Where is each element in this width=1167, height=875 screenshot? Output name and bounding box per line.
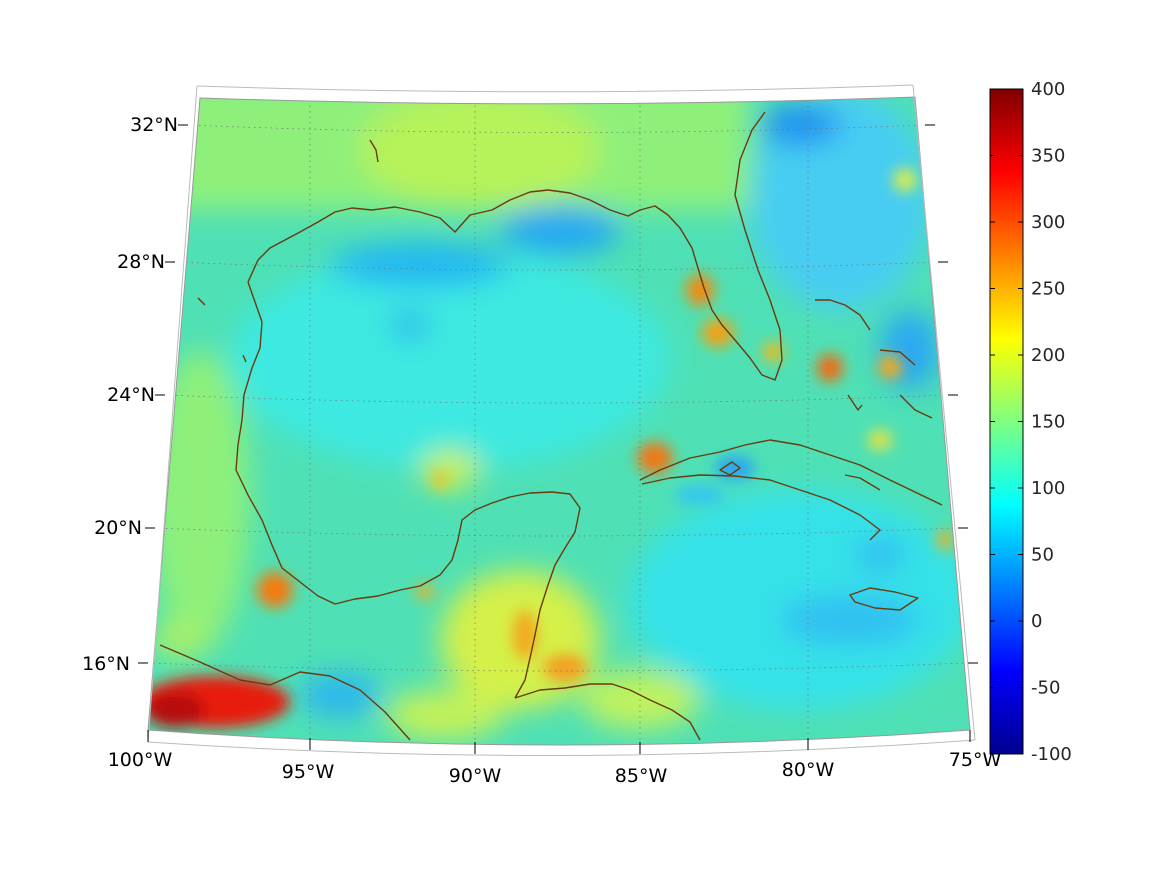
colorbar-label: 50 <box>1031 545 1054 566</box>
map-frame <box>147 84 976 757</box>
lon-label-100: 100°W <box>108 749 173 771</box>
lat-label-16: 16°N <box>82 653 130 675</box>
colorbar-gradient <box>989 88 1024 755</box>
lat-tick-labels: 32°N 28°N 24°N 20°N 16°N <box>82 114 178 675</box>
colorbar: 400 350 300 250 200 150 100 50 0 -50 -100 <box>989 79 1072 765</box>
colorbar-label: -50 <box>1031 678 1060 699</box>
colorbar-label: 100 <box>1031 478 1065 499</box>
colorbar-label: 400 <box>1031 79 1065 100</box>
colorbar-label: 200 <box>1031 345 1065 366</box>
colorbar-label: 350 <box>1031 146 1065 167</box>
lon-label-80: 80°W <box>782 759 835 781</box>
lon-label-75: 75°W <box>949 749 1002 771</box>
lat-label-24: 24°N <box>107 384 155 406</box>
graticule <box>148 100 969 745</box>
colorbar-label: 150 <box>1031 412 1065 433</box>
lat-label-28: 28°N <box>117 251 165 273</box>
frame-ticks <box>138 124 978 754</box>
colorbar-label: 250 <box>1031 279 1065 300</box>
lon-tick-labels: 100°W 95°W 90°W 85°W 80°W 75°W <box>108 749 1002 787</box>
colorbar-label: 0 <box>1031 611 1042 632</box>
colorbar-labels: 400 350 300 250 200 150 100 50 0 -50 -100 <box>1031 79 1072 765</box>
colorbar-ticks <box>990 88 1023 755</box>
lat-label-32: 32°N <box>130 114 178 136</box>
colorbar-label: 300 <box>1031 212 1065 233</box>
colorbar-label: -100 <box>1031 744 1072 765</box>
map-field <box>148 97 970 745</box>
lon-label-90: 90°W <box>449 765 502 787</box>
lon-label-85: 85°W <box>615 765 668 787</box>
lon-label-95: 95°W <box>282 761 335 783</box>
coastlines <box>159 111 943 741</box>
lat-label-20: 20°N <box>94 517 142 539</box>
